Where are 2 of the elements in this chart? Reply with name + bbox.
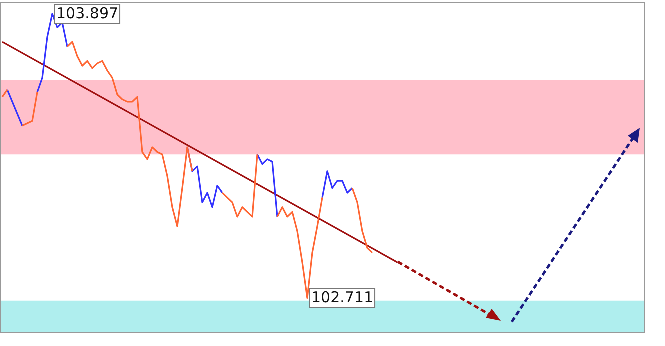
data-label: 102.711 xyxy=(312,288,374,307)
data-label: 103.897 xyxy=(56,4,119,22)
